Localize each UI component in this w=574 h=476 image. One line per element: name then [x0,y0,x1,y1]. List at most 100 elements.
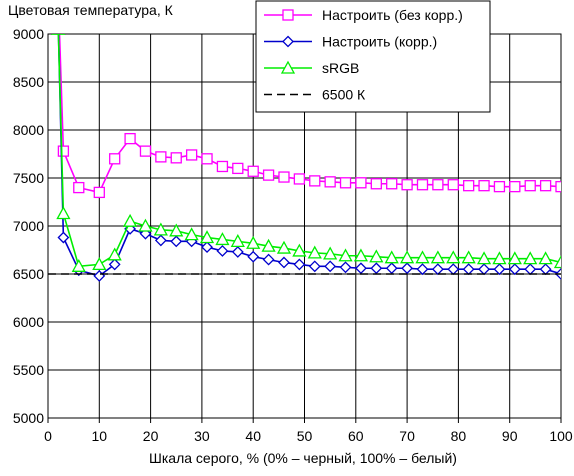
series-0-point [170,152,182,164]
series-1-point [53,19,63,29]
x-axis-label: Шкала серого, % (0% – черный, 100% – бел… [149,450,457,466]
series-2-point [276,240,292,254]
series-2-point [446,250,461,264]
series-0-point [509,180,521,193]
series-0-point [216,160,229,173]
series-0-point [555,180,561,193]
series-1-point [154,234,167,247]
series-2-point [246,235,261,249]
series-2-point [476,251,492,265]
series-0-point [432,179,444,191]
series-2-point [138,218,153,232]
series-2-point [353,248,369,262]
y-tick-label: 5000 [13,410,44,426]
legend-item: Настроить (без корр.) [264,7,463,23]
legend-marker [280,60,296,74]
series-1-point [262,253,275,266]
legend-item: sRGB [264,60,359,76]
series-1-point [478,263,490,276]
series-1-point [339,261,352,274]
series-0-point [524,180,536,192]
series-2-point [307,245,322,259]
series-0-point [185,149,198,161]
series-2-point [415,250,430,264]
series-1-point [57,231,70,244]
series-1-line [57,34,561,277]
series-0-point [478,180,490,192]
legend-label: 6500 К [322,87,366,103]
series-2-point [169,223,184,237]
x-tick-label: 0 [44,428,52,444]
x-tick-label: 60 [348,428,364,444]
series-1-point [355,262,367,275]
series-1-point [462,263,475,276]
series-1-point [431,263,444,276]
series-2-point [507,251,522,265]
series-0-point [278,171,290,183]
series-0-point [124,132,136,145]
series-1-point [401,262,414,275]
y-tick-label: 5500 [13,362,44,378]
series-2-point [92,257,107,271]
y-tick-label: 8000 [13,122,44,138]
series-0-point [309,175,321,187]
x-tick-label: 90 [502,428,518,444]
series-2-point [338,248,353,262]
series-2-point [400,250,415,264]
series-0-point [139,145,152,157]
x-tick-label: 40 [245,428,261,444]
series-1-point [201,241,213,254]
x-tick-label: 10 [92,428,108,444]
series-2-point [292,243,307,257]
series-group [48,0,561,282]
x-tick-label: 50 [297,428,313,444]
x-tick-label: 70 [399,428,415,444]
series-2-point [56,206,71,220]
series-1-point [170,235,183,248]
series-1-point [231,246,244,258]
series-0-point [370,178,382,190]
series-0-point [73,181,85,194]
series-2-point [369,249,384,263]
legend-box [255,0,491,113]
series-2-point [384,250,399,264]
series-2-line [57,34,561,268]
series-2-point [153,222,168,236]
series-0-point [53,0,63,1]
series-2-point [430,250,445,264]
series-2-point [184,227,199,241]
series-0-point [293,173,306,185]
series-0-point [201,153,213,165]
series-0-point [355,177,367,189]
legend-marker [282,9,294,21]
series-1-point [278,256,290,269]
series-2-point [230,234,245,248]
series-0-point [539,180,552,192]
series-2-point [261,238,276,252]
series-1-point [293,258,306,271]
legend-item: 6500 К [264,87,366,103]
series-0-line [58,34,561,194]
legend: Настроить (без корр.) Настроить (корр.) sR… [255,0,491,113]
series-2-point [492,251,507,265]
series-0-point [386,178,398,190]
series-1 [53,19,561,282]
series-2-point [107,247,122,261]
x-tick-label: 80 [451,428,467,444]
series-0-point [232,162,244,175]
chart-title: Цветовая температура, К [8,2,174,18]
series-0-point [324,176,336,188]
legend-label: Настроить (корр.) [322,34,437,50]
series-2-point [71,258,86,272]
series-0 [53,0,561,199]
series-0-point [109,153,121,165]
series-0-point [463,180,475,192]
series-2 [51,34,561,272]
series-0-point [493,180,506,193]
series-2-point [323,246,338,260]
series-1-point [308,260,321,273]
series-0-point [247,165,259,177]
series-1-point [370,262,383,275]
series-0-point [339,177,352,189]
